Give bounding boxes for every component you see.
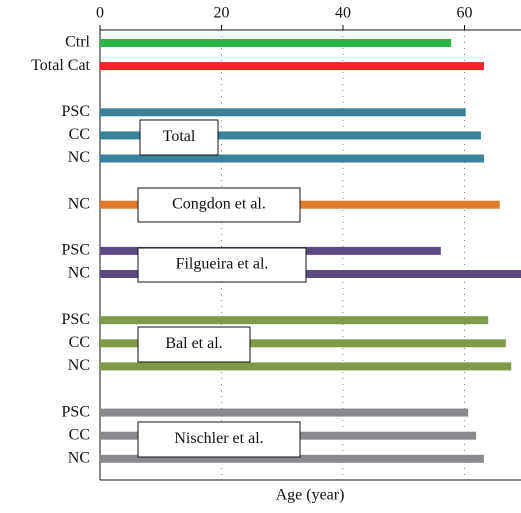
- x-tick-label: 0: [96, 5, 104, 22]
- bar: [100, 62, 484, 71]
- annotation-box: [137, 421, 301, 458]
- y-tick-label: PSC: [62, 242, 90, 259]
- y-tick-label: NC: [68, 357, 90, 374]
- annotation-box: [139, 119, 219, 156]
- bar: [100, 108, 466, 117]
- bar: [100, 362, 512, 371]
- x-tick-label: 60: [457, 5, 473, 22]
- y-tick-label: CC: [69, 126, 90, 143]
- annotation: Congdon et al.: [172, 196, 266, 213]
- y-tick-label: NC: [68, 149, 90, 166]
- bar: [100, 316, 489, 325]
- x-tick-label: 40: [335, 5, 351, 22]
- bar: [100, 270, 521, 278]
- bar: [100, 454, 484, 463]
- y-tick-label: CC: [69, 334, 90, 351]
- bar: [100, 131, 481, 140]
- y-tick-label: NC: [68, 265, 90, 282]
- annotation: Total: [163, 128, 196, 145]
- y-tick-label: NC: [68, 195, 90, 212]
- y-tick-label: PSC: [62, 103, 90, 120]
- y-tick-label: NC: [68, 449, 90, 466]
- x-tick-label: 20: [214, 5, 230, 22]
- annotation-box: [137, 326, 251, 363]
- bar: [100, 154, 484, 163]
- bar: [100, 339, 506, 348]
- annotation-box: [137, 187, 301, 223]
- y-tick-label: Total Cat: [31, 57, 90, 74]
- annotation: Bal et al.: [165, 335, 222, 352]
- annotation: Filgueira et al.: [176, 256, 269, 273]
- y-tick-label: CC: [69, 426, 90, 443]
- x-axis-label: Age (year): [276, 487, 345, 504]
- y-tick-label: Ctrl: [65, 34, 90, 51]
- y-tick-label: PSC: [62, 311, 90, 328]
- y-tick-label: PSC: [62, 403, 90, 420]
- annotation: Nischler et al.: [174, 430, 263, 447]
- bar: [100, 39, 452, 47]
- bar: [100, 408, 469, 417]
- annotation-box: [137, 247, 307, 283]
